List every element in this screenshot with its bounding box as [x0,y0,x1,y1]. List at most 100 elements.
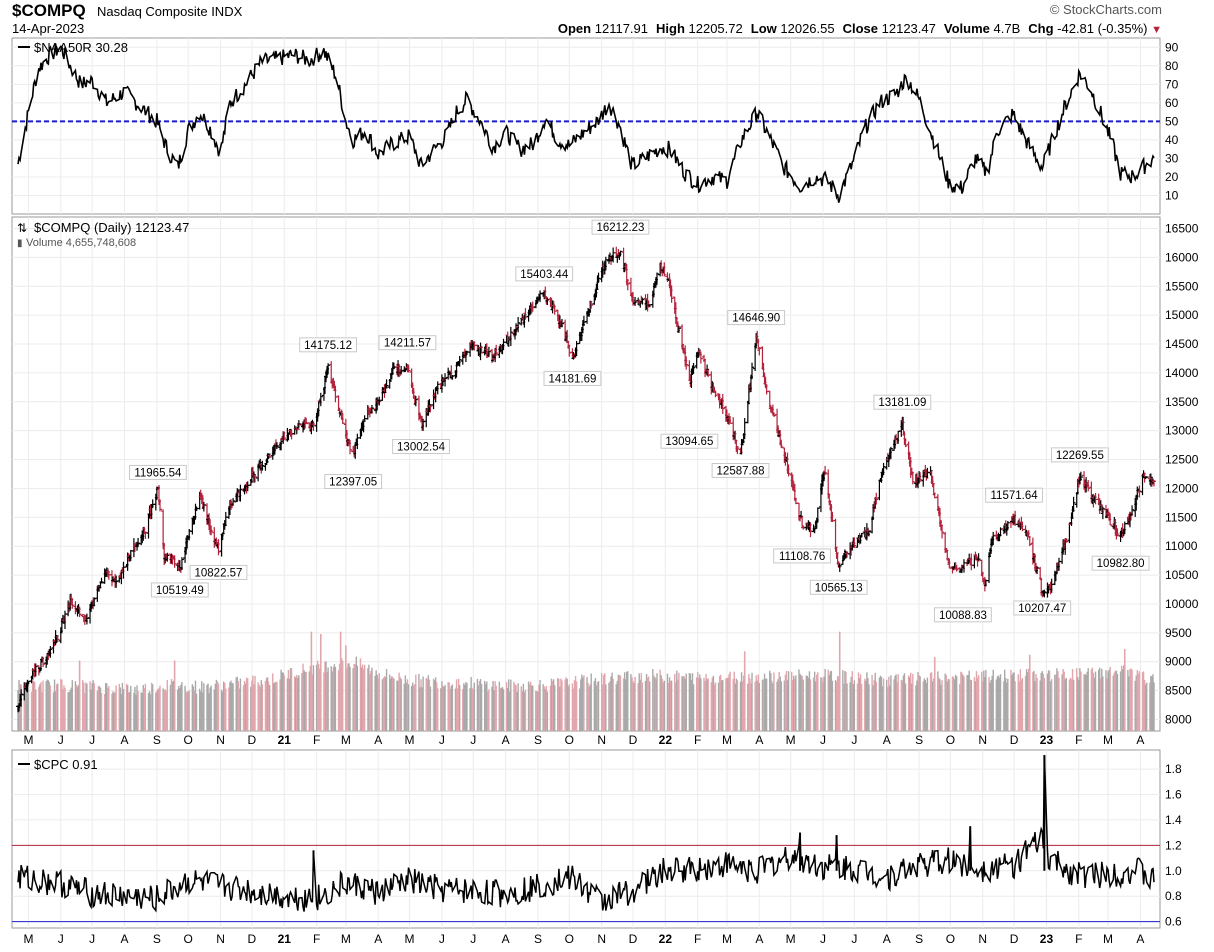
volume-bar [902,675,905,731]
price-panel [11,216,1161,732]
x-tick-label: M [341,733,351,747]
x-tick-label: M [1103,733,1113,747]
price-y-tick-label: 11500 [1165,510,1198,524]
volume-bar [1100,678,1102,731]
volume-bar [764,678,767,731]
volume-bar [719,674,722,731]
volume-bar [326,671,328,731]
volume-bar [355,656,357,731]
annotation-label: 14211.57 [384,338,431,350]
volume-bar [809,679,812,731]
volume-bar [659,669,661,731]
volume-bar [177,689,179,731]
volume-bar [926,677,929,731]
volume-bar [1106,678,1108,731]
volume-bar [156,690,158,731]
cpc-y-tick-label: 0.8 [1165,889,1182,903]
volume-bar [91,683,93,731]
volume-bar [398,672,400,731]
volume-bar [820,677,822,731]
volume-bar [315,664,318,731]
x-tick-label: A [374,932,382,946]
volume-bar [539,679,541,731]
volume-spike-bar [319,633,322,731]
volume-bar [740,672,743,731]
volume-bar [1050,679,1053,731]
volume-bar [527,681,530,731]
volume-bar [783,680,786,731]
volume-bar [149,694,152,731]
volume-bar [69,689,71,731]
volume-bar [382,677,385,731]
volume-bar [631,677,633,731]
volume-bar [68,691,70,731]
volume-bar [922,681,924,731]
volume-bar [492,681,494,731]
x-tick-label: M [405,733,415,747]
volume-bar [551,681,554,731]
volume-bar [99,687,102,731]
volume-bar [602,684,604,731]
volume-bar [910,672,912,731]
volume-bar [74,681,77,731]
volume-bar [807,677,810,731]
volume-bar [532,685,534,731]
stockcharts-watermark[interactable]: © StockCharts.com [1049,2,1162,17]
volume-bar [311,674,314,731]
volume-bar [777,679,779,731]
volume-bar [787,671,790,731]
volume-bar [817,672,819,731]
cpc-legend: $CPC 0.91 [34,757,98,772]
volume-bars [17,631,1155,731]
volume-bar [824,668,826,731]
volume-bar [761,679,764,731]
volume-bar [1142,671,1145,731]
volume-bar [565,677,567,731]
low-value: 12026.55 [780,21,835,36]
volume-bar [808,671,811,731]
volume-bar [1062,668,1064,731]
volume-bar [1010,669,1012,731]
volume-bar [493,690,495,731]
volume-bar [872,685,874,731]
volume-bar [82,680,84,731]
x-tick-label: F [1075,932,1082,946]
volume-bar [477,685,480,731]
breadth-y-tick-label: 40 [1165,133,1179,147]
x-tick-label: D [1010,733,1019,747]
volume-bar [656,673,658,731]
volume-bar [758,682,761,731]
volume-bar [40,682,42,731]
volume-bar [770,673,772,731]
volume-bar [281,672,283,731]
volume-bar [1039,680,1041,731]
volume-bar [287,669,290,731]
volume-bar [447,682,449,731]
volume-bar [729,671,731,731]
volume-bar [215,679,218,731]
volume-bar [619,675,622,731]
volume-bar [1087,668,1089,731]
volume-bar [119,687,122,731]
volume-bar [243,680,246,731]
volume-bar [144,683,147,731]
volume-bar [193,691,196,731]
price-y-tick-label: 10500 [1165,568,1199,582]
volume-bar [624,679,627,731]
volume-bar [126,685,129,731]
volume-bar [491,686,493,731]
volume-bar [1153,682,1155,731]
volume-bar [970,679,972,731]
volume-bar [49,685,52,731]
volume-bar [1086,671,1088,731]
volume-bar [191,684,194,731]
volume-bar [878,677,881,731]
volume-bar [695,677,698,731]
indicator-lines [12,43,1160,923]
x-tick-label: N [597,932,606,946]
volume-bar [849,682,851,731]
volume-spike-bar [345,645,347,731]
volume-bar [769,670,771,731]
volume-bar [239,678,242,731]
volume-bar [479,679,482,731]
